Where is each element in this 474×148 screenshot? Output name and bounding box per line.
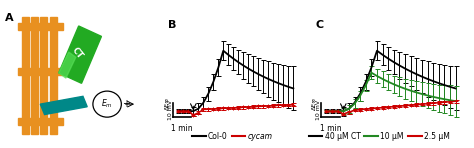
Bar <box>18 118 63 125</box>
Text: 1 min: 1 min <box>320 124 341 133</box>
Text: C: C <box>315 20 323 30</box>
Bar <box>18 23 63 30</box>
Text: B: B <box>168 20 177 30</box>
Bar <box>18 68 63 75</box>
Bar <box>31 17 38 134</box>
Bar <box>49 17 56 134</box>
Circle shape <box>93 91 121 117</box>
Legend: Col-0, cycam: Col-0, cycam <box>189 129 276 144</box>
Text: ΔE∞: ΔE∞ <box>165 97 170 110</box>
Text: ΔE∞: ΔE∞ <box>311 97 317 110</box>
Text: A: A <box>5 13 13 23</box>
Text: 1 min: 1 min <box>171 124 193 133</box>
Text: 10 mV: 10 mV <box>168 100 173 120</box>
Bar <box>22 17 29 134</box>
Legend: 40 μM CT, 10 μM, 2.5 μM: 40 μM CT, 10 μM, 2.5 μM <box>306 129 453 144</box>
Bar <box>40 17 47 134</box>
Text: +: + <box>122 99 129 109</box>
Text: CT: CT <box>70 46 84 61</box>
Text: $E_m$: $E_m$ <box>101 98 113 110</box>
Polygon shape <box>40 96 87 115</box>
Text: 10 mV: 10 mV <box>316 100 320 120</box>
Polygon shape <box>59 52 76 78</box>
Polygon shape <box>59 26 101 83</box>
